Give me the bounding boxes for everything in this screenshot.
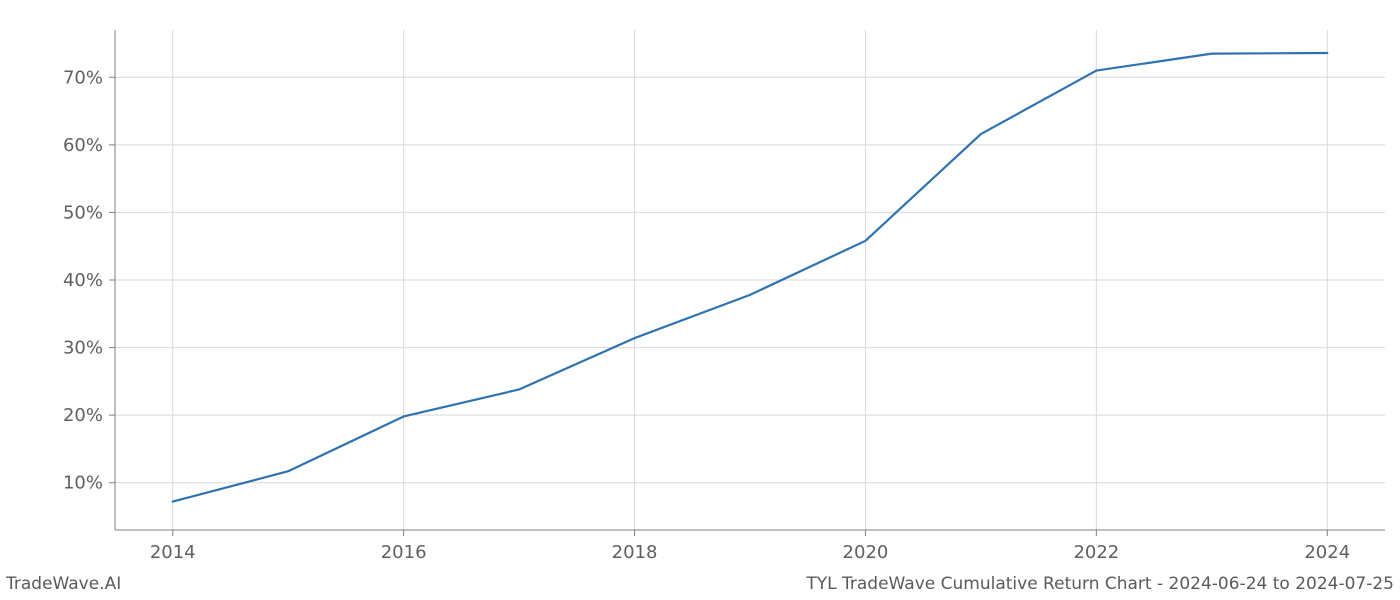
svg-text:2024: 2024 — [1304, 542, 1350, 563]
svg-text:70%: 70% — [63, 67, 103, 88]
svg-text:2018: 2018 — [612, 542, 658, 563]
footer-right-label: TYL TradeWave Cumulative Return Chart - … — [806, 574, 1394, 594]
footer-left-label: TradeWave.AI — [6, 574, 121, 594]
svg-text:2020: 2020 — [843, 542, 889, 563]
chart-container: 2014 2016 2018 2020 2022 2024 10% 20% 30% 40% 50% 6… — [0, 0, 1400, 600]
line-chart: 2014 2016 2018 2020 2022 2024 10% 20% 30% 40% 50% 6… — [0, 0, 1400, 600]
svg-text:10%: 10% — [63, 473, 103, 494]
svg-text:2022: 2022 — [1073, 542, 1119, 563]
svg-text:40%: 40% — [63, 270, 103, 291]
svg-text:30%: 30% — [63, 338, 103, 359]
svg-text:60%: 60% — [63, 135, 103, 156]
svg-text:20%: 20% — [63, 405, 103, 426]
svg-text:2016: 2016 — [381, 542, 427, 563]
svg-text:50%: 50% — [63, 202, 103, 223]
svg-text:2014: 2014 — [150, 542, 196, 563]
